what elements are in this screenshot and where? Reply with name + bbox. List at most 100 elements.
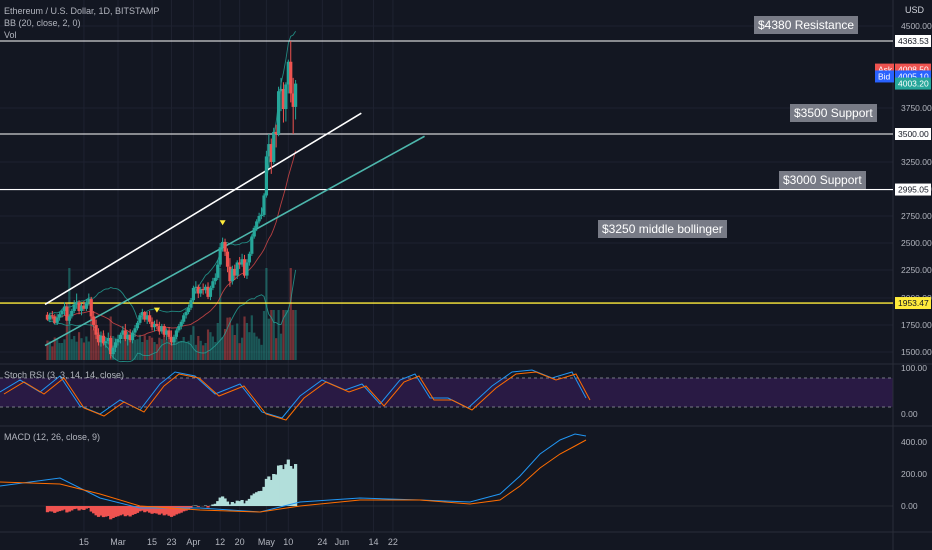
candle-body (70, 310, 74, 317)
macd-histogram-bar (167, 506, 171, 516)
price-tick-label: 2750.00 (901, 211, 932, 221)
volume-bar (267, 318, 270, 360)
volume-bar (160, 339, 163, 360)
volume-bar (204, 343, 207, 360)
volume-bar (258, 338, 261, 360)
candlesticks[interactable] (45, 41, 298, 359)
candle-body (284, 84, 288, 110)
candle-body (179, 321, 183, 327)
volume-bar (58, 343, 61, 360)
macd-histogram-bar (211, 504, 215, 506)
candle-body (128, 334, 132, 341)
volume-bar (116, 342, 120, 360)
price-tag-label: 4363.53 (898, 36, 929, 46)
chart-grid (0, 0, 893, 532)
macd-histogram-bar (245, 500, 249, 506)
volume-bar (262, 311, 266, 360)
candle-body (140, 312, 144, 316)
candle-body (177, 326, 181, 331)
macd-histogram-bar (113, 506, 118, 517)
volume-bar (238, 343, 241, 360)
macd-histogram-bar (240, 500, 244, 506)
time-tick-label: 15 (147, 537, 157, 547)
candle-body (92, 316, 96, 325)
candle-body (133, 328, 137, 333)
volume-indicator-label[interactable]: Vol (4, 30, 17, 40)
macd-histogram-bar (77, 506, 81, 511)
macd-histogram-bar (118, 506, 123, 516)
candle-body (230, 268, 234, 282)
support-3500-note[interactable]: $3500 Support (790, 104, 877, 122)
macd-histogram-bar (177, 506, 181, 514)
macd-histogram-bar (128, 506, 132, 517)
candle-body (77, 302, 81, 311)
price-tag-label: 3500.00 (898, 129, 929, 139)
candle-body (201, 289, 205, 291)
support-3000-note[interactable]: $3000 Support (779, 171, 866, 189)
time-tick-label: 24 (317, 537, 327, 547)
time-axis[interactable]: 15 Mar 15 23 Apr 12 20 May 10 24 Jun 14 22 (79, 537, 398, 547)
macd-histogram-bar (157, 506, 161, 515)
macd-histogram-bar (143, 506, 147, 513)
candle-body (274, 131, 278, 134)
macd-histogram-bar (255, 492, 259, 506)
bb-middle (47, 150, 297, 337)
candle-body (291, 93, 295, 107)
candle-body (211, 281, 215, 288)
candle-body (189, 300, 193, 308)
macd-histogram-bar (50, 506, 54, 512)
volume-bar (223, 329, 227, 360)
candle-body (255, 221, 259, 228)
time-tick-label: 15 (79, 537, 89, 547)
stoch-rsi-label[interactable]: Stoch RSI (3, 3, 14, 14, close) (4, 370, 125, 380)
candle-body (101, 335, 106, 344)
volume-bar (206, 329, 210, 360)
volume-bar (65, 321, 69, 360)
candle-body (121, 330, 125, 335)
resistance-note[interactable]: $4380 Resistance (754, 16, 859, 34)
volume-bar (279, 333, 283, 360)
candle-body (294, 83, 298, 107)
candle-body (60, 310, 64, 315)
trendlines[interactable] (44, 112, 425, 347)
macd-histogram-bar (242, 503, 247, 506)
candle-body (148, 315, 152, 322)
volume-bar (192, 326, 195, 360)
macd-histogram-bar (172, 506, 176, 516)
candle-body (250, 236, 254, 254)
macd-tick-label: 0.00 (901, 501, 918, 511)
candle-body (138, 315, 142, 323)
macd-histogram-bar (109, 506, 113, 520)
symbol-title[interactable]: Ethereum / U.S. Dollar, 1D, BITSTAMP (4, 6, 160, 16)
horizontal-levels[interactable] (0, 40, 893, 304)
macd-histogram-bar (48, 506, 52, 512)
macd-histogram-bar (259, 490, 264, 506)
price-axis[interactable]: 4500.003750.003250.003000.002750.002500.… (875, 21, 932, 511)
candle-body (257, 216, 261, 222)
volume-bar (172, 339, 176, 360)
macd-histogram-bar (267, 476, 271, 506)
macd-histogram-bar (121, 506, 125, 515)
volume-bar (150, 337, 154, 360)
candle-body (50, 315, 54, 317)
bb-indicator-label[interactable]: BB (20, close, 2, 0) (4, 18, 81, 28)
candle-body (276, 91, 281, 134)
macd-histogram-bar (179, 506, 183, 513)
macd-label[interactable]: MACD (12, 26, close, 9) (4, 432, 101, 442)
candle-body (143, 312, 147, 320)
middle-bollinger-note[interactable]: $3250 middle bollinger (598, 220, 727, 238)
candle-body (172, 336, 176, 343)
volume-bar (167, 336, 171, 360)
macd-histogram-bar (133, 506, 137, 514)
macd-histogram-bar (94, 506, 98, 516)
macd-histogram-bar (72, 506, 76, 510)
volume-bar (216, 323, 219, 360)
volume-bar (104, 343, 107, 360)
macd-histogram-bar (55, 506, 59, 512)
candle-body (242, 259, 247, 276)
time-tick-label: Jun (335, 537, 350, 547)
volume-bar (209, 332, 212, 360)
time-tick-label: Apr (186, 537, 200, 547)
macd-tick-label: 400.00 (901, 437, 927, 447)
